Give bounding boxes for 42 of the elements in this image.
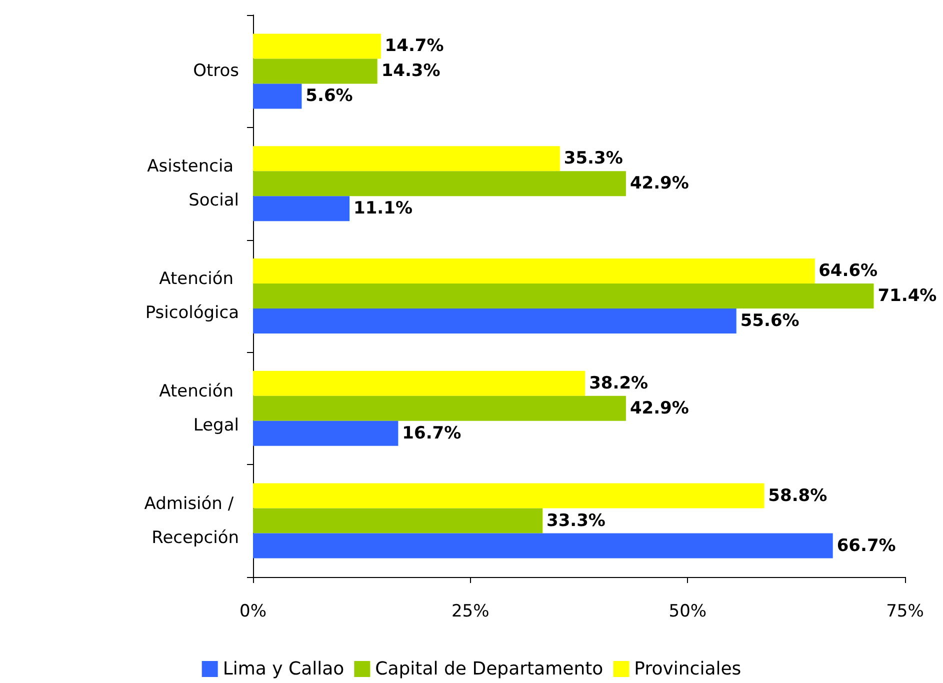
legend-label: Capital de Departamento: [375, 658, 604, 680]
data-label: 38.2%: [589, 373, 648, 394]
data-label: 42.9%: [630, 398, 689, 418]
data-label: 66.7%: [836, 536, 896, 556]
data-label: 42.9%: [630, 174, 689, 194]
bar: [253, 308, 736, 334]
data-label: 71.4%: [878, 286, 937, 306]
bar: [253, 533, 833, 558]
bar: [253, 171, 626, 196]
bar: [253, 370, 586, 396]
data-label: 16.7%: [402, 423, 462, 444]
y-tick-label: Asistencia Social: [147, 156, 239, 211]
x-tick-label: 0%: [240, 602, 266, 622]
data-label: 64.6%: [818, 261, 878, 281]
x-tick-label: 75%: [886, 602, 924, 622]
data-label: 14.7%: [384, 36, 444, 56]
x-tick-label: 50%: [668, 602, 707, 622]
data-label: 58.8%: [768, 486, 828, 506]
bar: [253, 508, 542, 534]
data-label: 11.1%: [353, 198, 412, 219]
bar: [253, 284, 874, 308]
bar: [253, 420, 398, 446]
data-label: 55.6%: [740, 311, 800, 331]
bar: [253, 196, 350, 222]
legend-label: Lima y Callao: [222, 658, 344, 680]
y-tick-label: Admisión / Recepción: [144, 494, 239, 548]
y-tick-label: Atención Psicológica: [145, 269, 239, 323]
bar: [253, 146, 560, 172]
bar: [253, 34, 381, 59]
y-tick-label: Otros: [193, 61, 240, 82]
legend-label: Provinciales: [634, 658, 742, 680]
bar: [253, 58, 378, 84]
x-tick-label: 25%: [451, 602, 490, 622]
data-label: 33.3%: [546, 510, 606, 531]
bar: [253, 483, 764, 508]
data-label: 14.3%: [381, 61, 440, 82]
data-label: 35.3%: [564, 148, 623, 169]
bar: [253, 396, 626, 421]
bar: [253, 84, 302, 109]
bar: [253, 258, 815, 284]
y-tick-label: Atención Legal: [159, 381, 239, 436]
data-label: 5.6%: [306, 86, 353, 106]
